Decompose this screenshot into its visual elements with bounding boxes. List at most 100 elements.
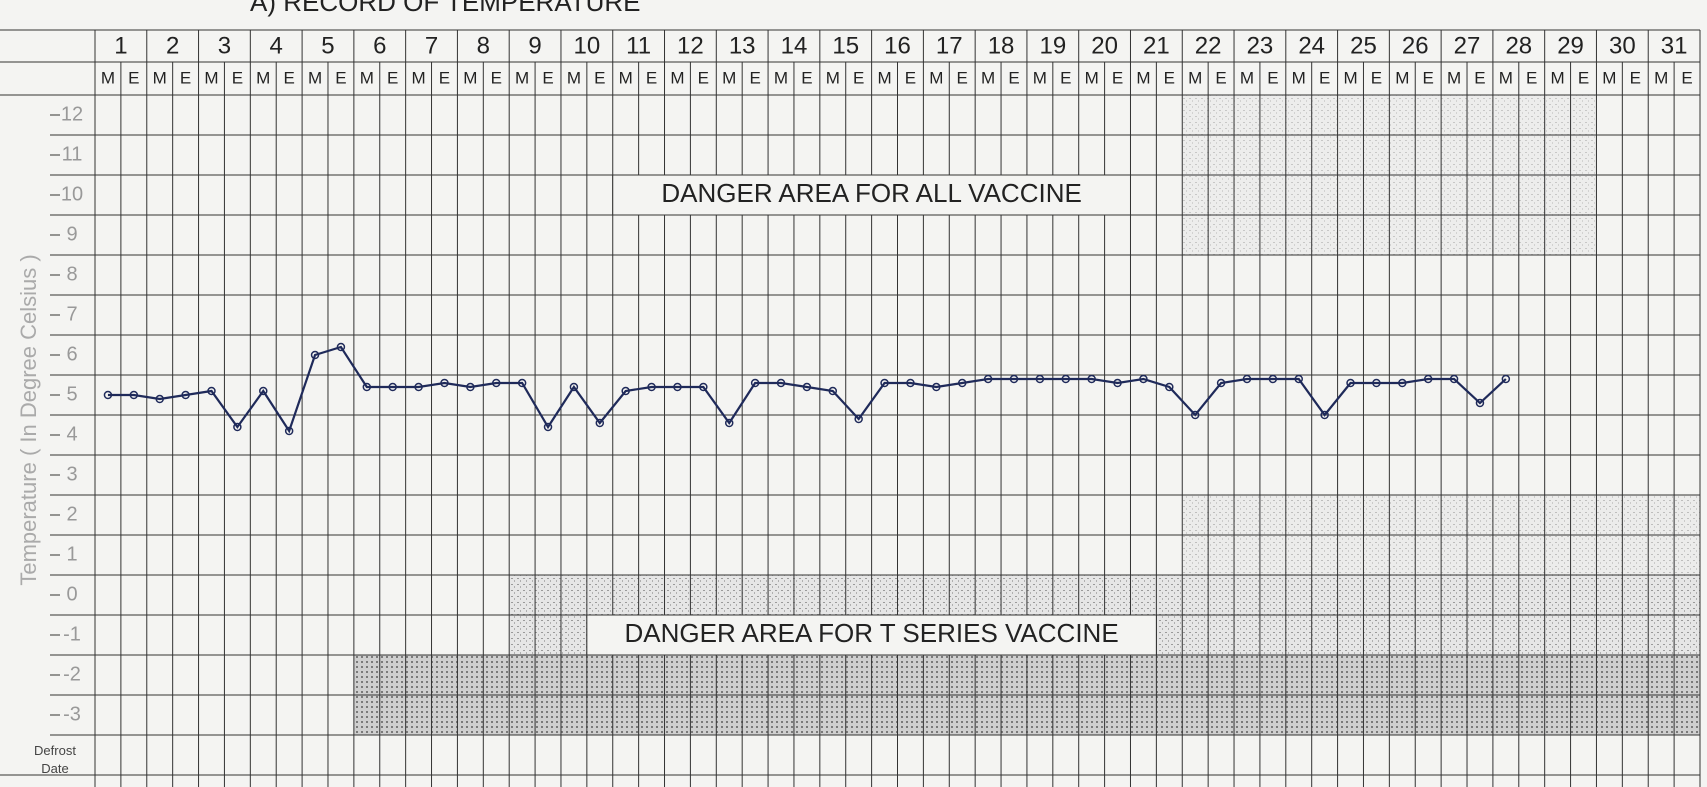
point xyxy=(854,414,863,424)
session-label: M xyxy=(981,68,995,87)
y-tick-label: 7 xyxy=(66,303,77,325)
session-label: E xyxy=(594,68,605,87)
point xyxy=(828,386,838,396)
session-label: M xyxy=(722,68,736,87)
session-label: M xyxy=(826,68,840,87)
point xyxy=(1475,398,1485,408)
session-label: E xyxy=(491,68,502,87)
day-label: 7 xyxy=(425,32,438,59)
y-tick-label: 9 xyxy=(66,223,77,245)
session-label: M xyxy=(1654,68,1668,87)
point xyxy=(543,422,553,432)
point xyxy=(1242,374,1252,384)
point xyxy=(802,382,812,392)
day-label: 24 xyxy=(1298,32,1325,59)
day-label: 5 xyxy=(321,32,334,59)
session-label: M xyxy=(1395,68,1409,87)
point xyxy=(284,426,294,436)
point xyxy=(310,350,320,360)
point xyxy=(673,382,682,392)
session-label: M xyxy=(1292,68,1306,87)
y-tick-label: -1 xyxy=(63,623,81,645)
point xyxy=(1139,374,1148,384)
session-label: M xyxy=(308,68,322,87)
point xyxy=(621,386,630,396)
session-label: E xyxy=(335,68,346,87)
y-tick-label: 4 xyxy=(66,423,77,445)
point xyxy=(1372,378,1381,388)
session-label: E xyxy=(957,68,968,87)
day-label: 4 xyxy=(270,32,283,59)
point xyxy=(647,382,656,392)
session-label: M xyxy=(670,68,684,87)
day-label: 10 xyxy=(574,32,601,59)
session-label: E xyxy=(1681,68,1692,87)
session-label: M xyxy=(256,68,270,87)
session-label: M xyxy=(101,68,115,87)
annotation: DANGER AREA FOR T SERIES VACCINE xyxy=(625,618,1119,648)
day-label: 3 xyxy=(218,32,231,59)
day-label: 6 xyxy=(373,32,386,59)
session-label: E xyxy=(128,68,139,87)
point xyxy=(466,382,475,392)
day-label: 20 xyxy=(1091,32,1118,59)
session-label: M xyxy=(1033,68,1047,87)
point xyxy=(388,382,397,392)
session-label: E xyxy=(387,68,398,87)
point xyxy=(1113,378,1122,388)
day-label: 26 xyxy=(1402,32,1429,59)
point xyxy=(1449,374,1459,384)
grid xyxy=(0,29,1701,787)
point xyxy=(1501,374,1511,384)
session-label: E xyxy=(1112,68,1123,87)
session-label: E xyxy=(801,68,812,87)
session-label: M xyxy=(1499,68,1513,87)
session-label: E xyxy=(1215,68,1226,87)
annotation-box xyxy=(586,614,1157,656)
day-label: 18 xyxy=(988,32,1015,59)
day-label: 21 xyxy=(1143,32,1170,59)
temperature-line xyxy=(107,345,1507,434)
session-label: E xyxy=(905,68,916,87)
session-label: E xyxy=(1164,68,1175,87)
day-label: 11 xyxy=(626,32,651,59)
session-label: E xyxy=(542,68,553,87)
session-label: M xyxy=(619,68,633,87)
point xyxy=(957,378,967,388)
session-label: M xyxy=(463,68,477,87)
y-tick-label: -2 xyxy=(63,663,81,685)
point xyxy=(517,378,527,388)
point xyxy=(233,422,242,432)
day-label: 15 xyxy=(832,32,859,59)
day-label: 13 xyxy=(729,32,756,59)
day-label: 1 xyxy=(114,32,127,59)
session-label: M xyxy=(1551,68,1565,87)
annotation-box xyxy=(612,174,1131,216)
session-label: M xyxy=(1602,68,1616,87)
point xyxy=(1346,378,1355,388)
day-label: 2 xyxy=(166,32,179,59)
session-label: M xyxy=(1447,68,1461,87)
session-label: E xyxy=(1474,68,1485,87)
session-label: M xyxy=(412,68,426,87)
point xyxy=(1268,374,1278,384)
session-label: M xyxy=(360,68,374,87)
session-label: M xyxy=(1343,68,1357,87)
session-label: M xyxy=(567,68,581,87)
session-label: M xyxy=(515,68,529,87)
session-label: E xyxy=(1267,68,1278,87)
session-label: M xyxy=(929,68,943,87)
point xyxy=(1216,378,1226,388)
defrost-label: Defrost Date xyxy=(34,743,76,776)
session-label: E xyxy=(698,68,709,87)
y-tick-label: 10 xyxy=(61,183,83,205)
point xyxy=(129,390,139,400)
session-label: E xyxy=(1578,68,1589,87)
point xyxy=(906,378,915,388)
session-label: E xyxy=(1008,68,1019,87)
y-tick-label: 11 xyxy=(62,143,83,165)
point xyxy=(414,382,423,392)
session-label: M xyxy=(153,68,167,87)
day-label: 27 xyxy=(1454,32,1481,59)
session-label: M xyxy=(204,68,218,87)
